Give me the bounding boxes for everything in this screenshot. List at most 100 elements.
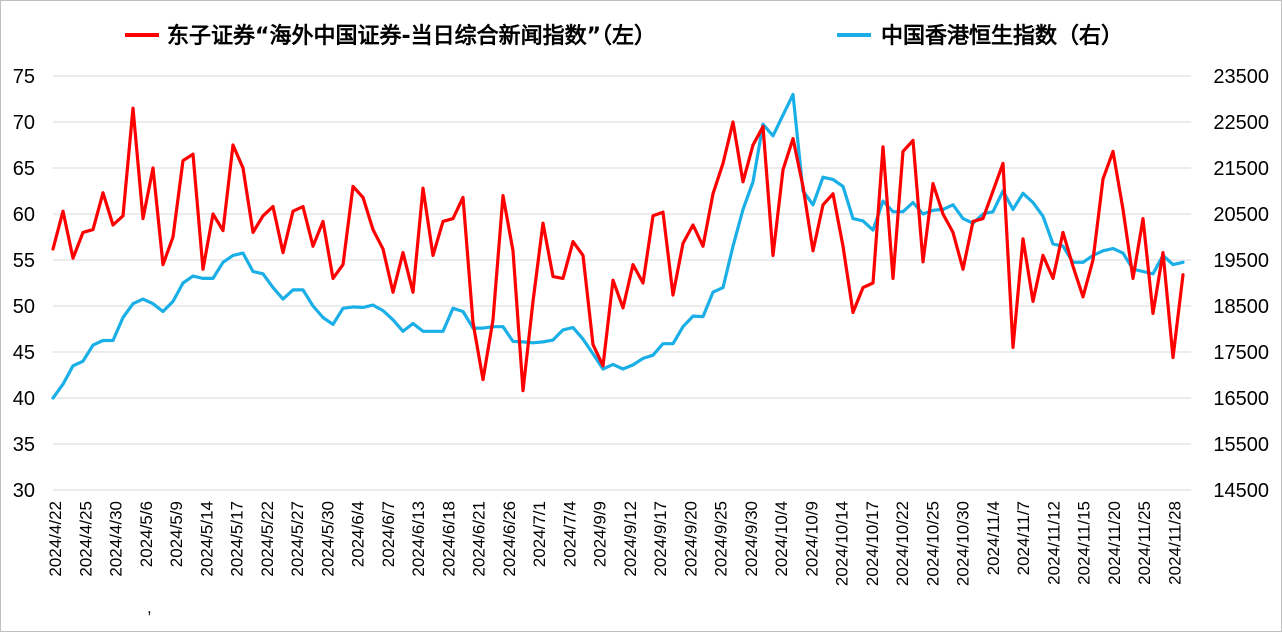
data-point-hang-seng	[961, 217, 965, 221]
data-point-news-index	[1161, 251, 1165, 255]
data-point-hang-seng	[521, 340, 525, 344]
data-point-news-index	[51, 247, 55, 251]
data-point-news-index	[1021, 237, 1025, 241]
x-tick-label: 2024/10/14	[833, 501, 852, 586]
data-point-news-index	[711, 192, 715, 196]
data-point-news-index	[591, 343, 595, 347]
data-point-news-index	[931, 182, 935, 186]
data-point-news-index	[461, 196, 465, 199]
x-tick-label: 2024/7/4	[560, 501, 579, 567]
data-point-news-index	[701, 244, 705, 248]
data-point-news-index	[391, 290, 395, 294]
data-point-hang-seng	[1081, 260, 1085, 264]
data-point-hang-seng	[501, 325, 505, 329]
data-point-news-index	[191, 152, 195, 156]
right-tick-label: 19500	[1213, 250, 1269, 272]
data-point-news-index	[771, 254, 775, 257]
data-point-news-index	[61, 209, 65, 213]
x-tick-label: 2024/5/17	[228, 501, 247, 577]
data-point-news-index	[231, 143, 235, 147]
data-point-hang-seng	[591, 352, 595, 356]
data-point-news-index	[431, 254, 435, 257]
data-point-news-index	[961, 267, 965, 271]
x-tick-label: 2024/6/21	[470, 501, 489, 577]
data-point-news-index	[581, 254, 585, 257]
data-point-news-index	[221, 229, 225, 232]
data-point-hang-seng	[1121, 251, 1125, 255]
data-point-hang-seng	[281, 297, 285, 301]
data-point-hang-seng	[111, 339, 115, 342]
data-point-news-index	[661, 210, 665, 214]
data-point-hang-seng	[251, 270, 255, 273]
data-point-hang-seng	[681, 325, 685, 329]
series-line-hang-seng	[51, 92, 1185, 400]
data-point-news-index	[1091, 258, 1095, 262]
x-tick-label: 2024/9/25	[712, 501, 731, 577]
data-point-hang-seng	[331, 323, 335, 326]
data-point-hang-seng	[51, 396, 55, 400]
data-point-news-index	[341, 263, 345, 266]
data-point-hang-seng	[931, 208, 935, 212]
data-point-news-index	[551, 275, 555, 278]
data-point-hang-seng	[601, 367, 605, 371]
data-point-hang-seng	[891, 210, 895, 214]
data-point-hang-seng	[991, 210, 995, 214]
data-point-news-index	[641, 281, 645, 285]
data-point-hang-seng	[1151, 272, 1155, 276]
x-tick-label: 2024/10/30	[954, 501, 973, 586]
data-point-hang-seng	[211, 277, 215, 280]
data-point-hang-seng	[1061, 244, 1065, 248]
data-point-news-index	[911, 139, 915, 142]
x-tick-label: 2024/6/13	[409, 501, 428, 577]
data-point-news-index	[291, 209, 295, 213]
right-tick-label: 17500	[1213, 342, 1269, 364]
x-tick-label: 2024/9/17	[651, 501, 670, 577]
data-point-news-index	[731, 120, 735, 124]
series-line-news-index	[51, 106, 1185, 393]
data-point-news-index	[381, 247, 385, 251]
data-point-hang-seng	[261, 272, 265, 276]
data-point-hang-seng	[411, 322, 415, 325]
data-point-news-index	[241, 166, 245, 170]
data-point-hang-seng	[531, 341, 535, 345]
data-point-news-index	[1181, 273, 1185, 277]
data-point-news-index	[281, 251, 285, 255]
data-point-hang-seng	[921, 212, 925, 216]
data-point-hang-seng	[541, 340, 545, 344]
x-tick-label: 2024/10/9	[802, 501, 821, 577]
data-point-news-index	[131, 106, 135, 110]
data-point-hang-seng	[191, 274, 195, 278]
data-point-hang-seng	[1021, 191, 1025, 195]
data-point-news-index	[1071, 265, 1075, 268]
data-point-news-index	[201, 267, 205, 271]
data-point-news-index	[561, 277, 565, 280]
data-point-news-index	[351, 185, 355, 188]
data-point-hang-seng	[511, 340, 515, 343]
data-point-news-index	[1041, 254, 1045, 257]
x-tick-label: 2024/5/14	[197, 501, 216, 577]
data-point-news-index	[1141, 217, 1145, 221]
data-point-news-index	[541, 221, 545, 225]
data-point-news-index	[821, 203, 825, 207]
data-point-hang-seng	[1171, 263, 1175, 266]
series-lines	[51, 92, 1185, 400]
data-point-news-index	[321, 219, 325, 223]
data-point-news-index	[71, 256, 75, 260]
data-point-news-index	[691, 223, 695, 227]
data-point-news-index	[1061, 231, 1065, 234]
data-point-news-index	[791, 137, 795, 140]
data-point-hang-seng	[361, 305, 365, 309]
data-point-hang-seng	[201, 277, 205, 280]
data-point-news-index	[991, 189, 995, 193]
data-point-hang-seng	[951, 203, 955, 207]
data-point-hang-seng	[901, 210, 905, 214]
data-point-news-index	[1051, 277, 1055, 280]
data-point-news-index	[481, 378, 485, 381]
data-point-news-index	[1031, 300, 1035, 303]
data-point-news-index	[971, 219, 975, 223]
data-point-hang-seng	[861, 219, 865, 223]
data-point-news-index	[371, 228, 375, 232]
x-tick-label: 2024/11/25	[1135, 501, 1154, 585]
data-point-hang-seng	[821, 175, 825, 179]
